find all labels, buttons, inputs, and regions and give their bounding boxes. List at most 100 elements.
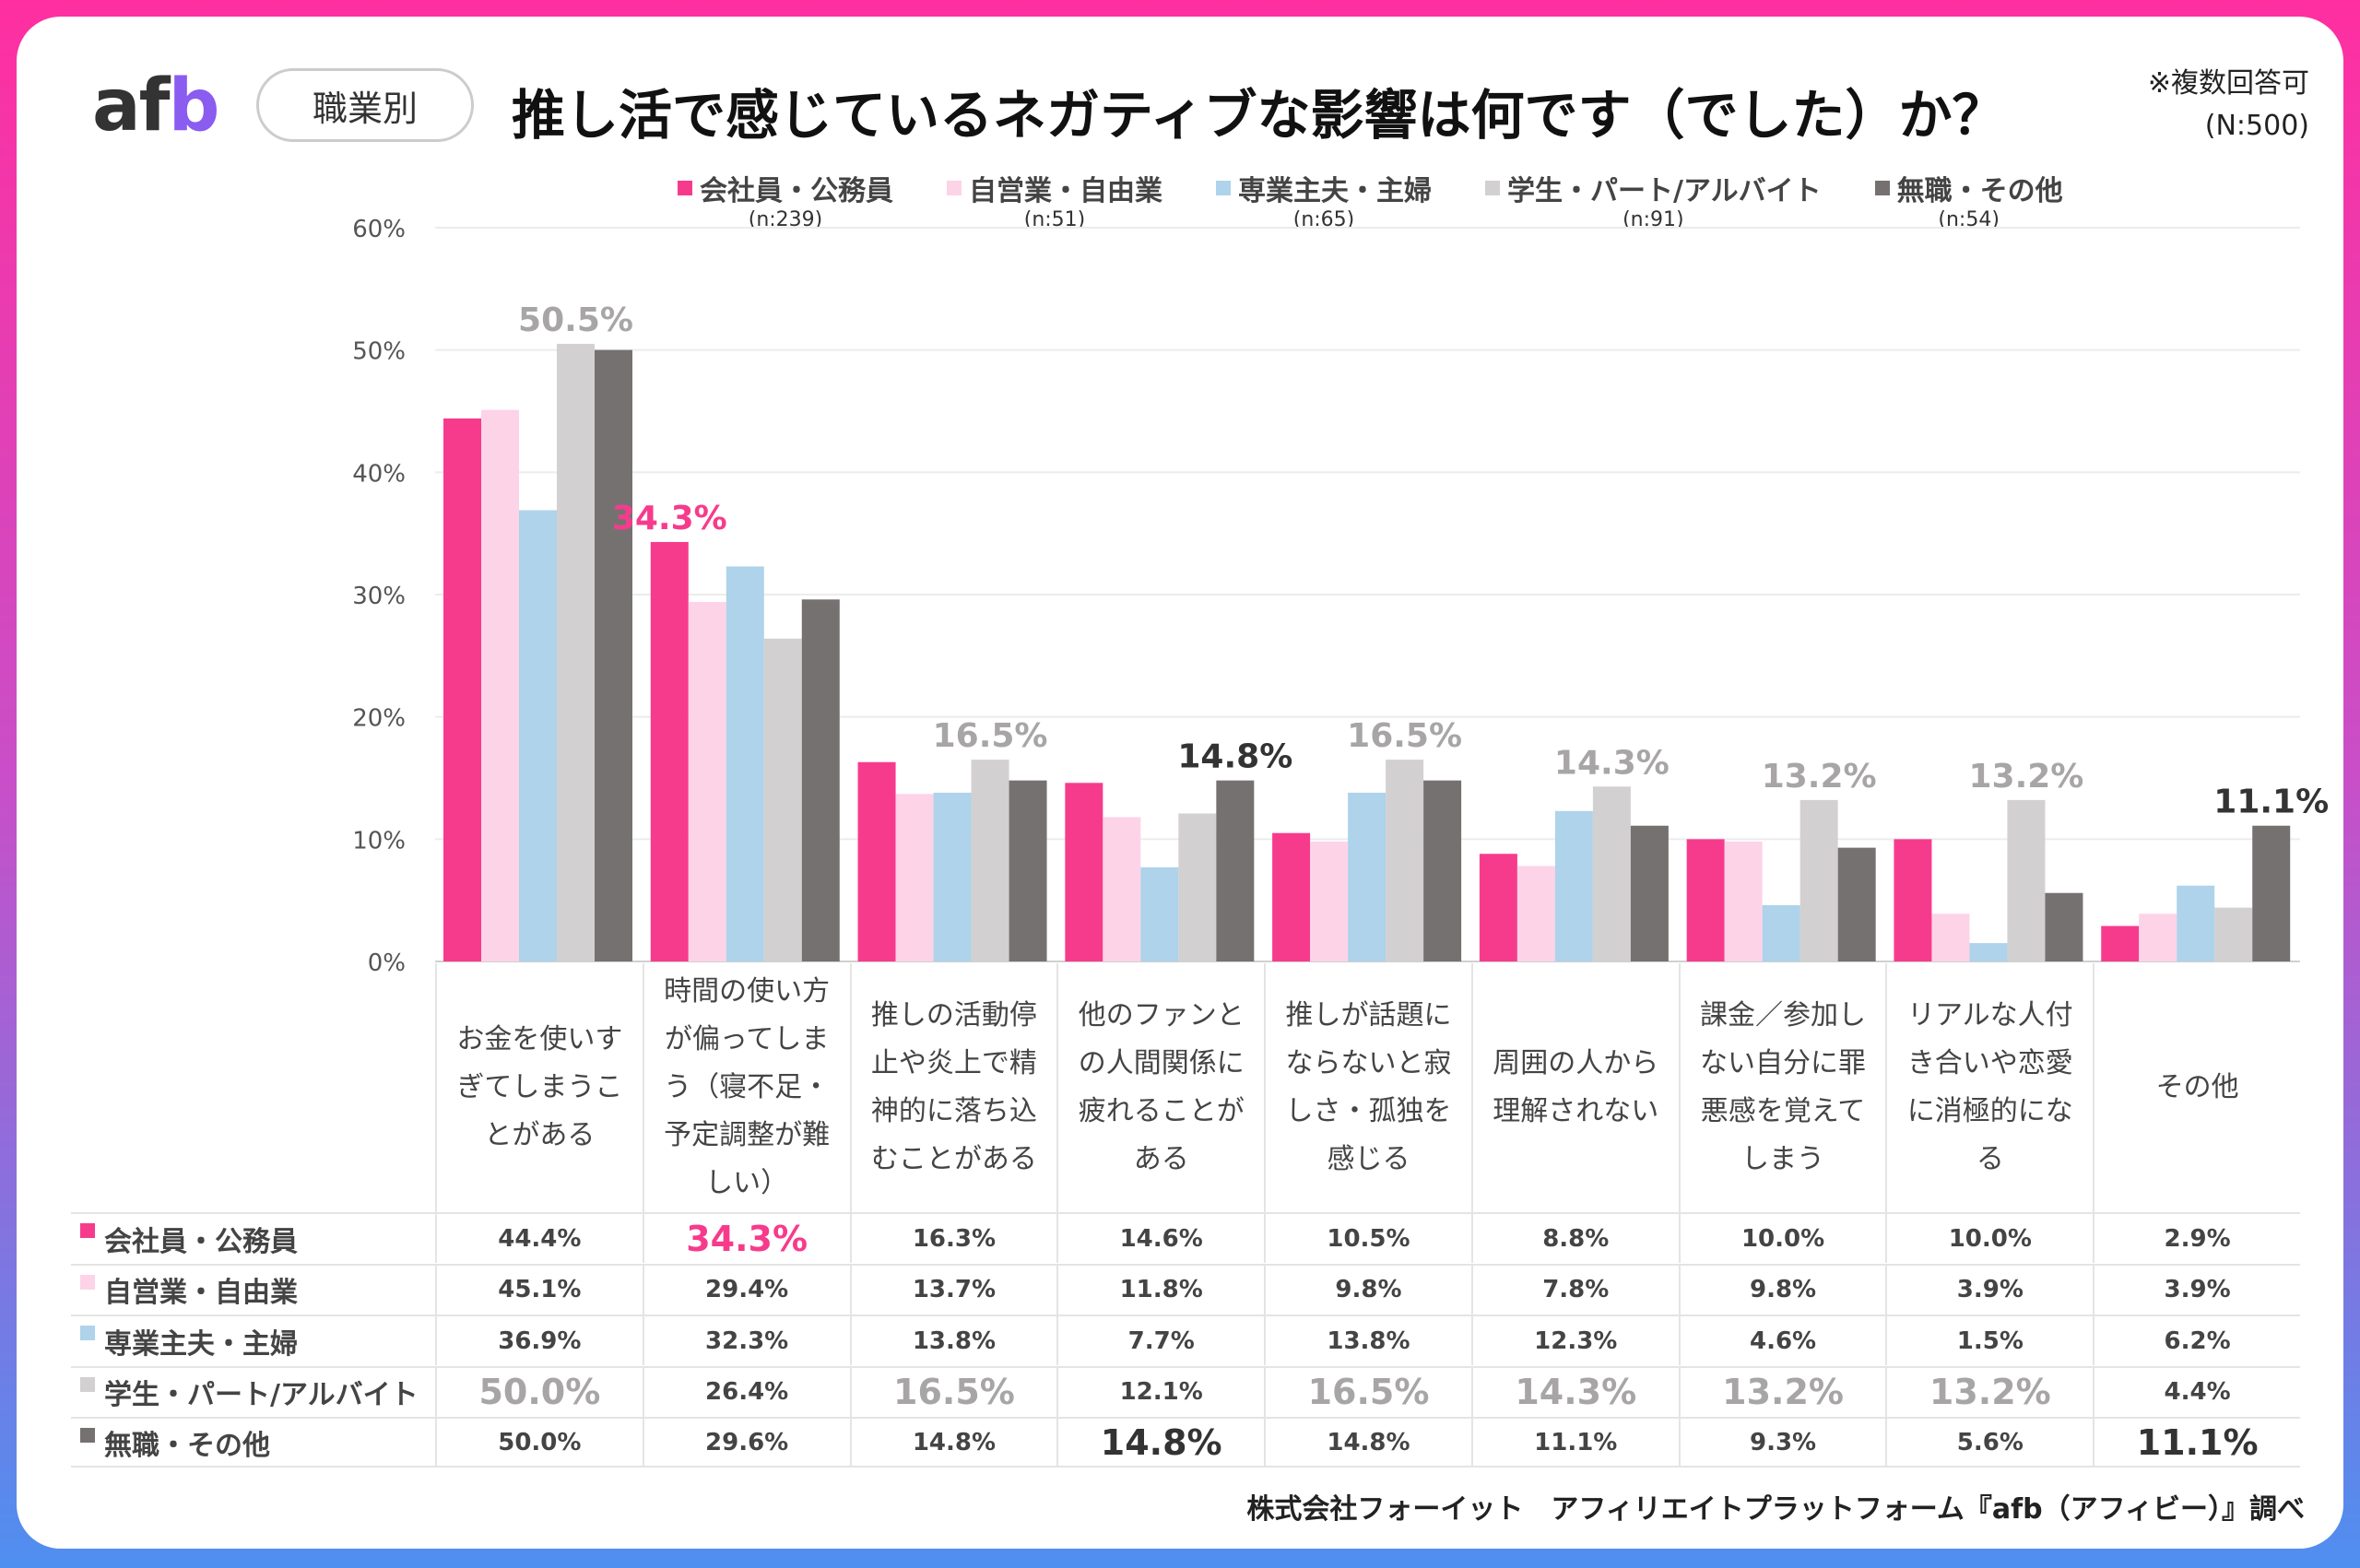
row-swatch bbox=[80, 1326, 95, 1340]
data-label: 34.3% bbox=[612, 500, 727, 537]
table-cell: 12.1% bbox=[1056, 1367, 1264, 1417]
table-cell: 13.2% bbox=[1885, 1367, 2093, 1417]
table-cell: 16.3% bbox=[849, 1214, 1057, 1263]
bar bbox=[1724, 841, 1763, 961]
table-cell: 12.3% bbox=[1470, 1316, 1679, 1365]
data-label: 14.3% bbox=[1554, 744, 1670, 782]
bar bbox=[763, 638, 802, 961]
row-label-text: 無職・その他 bbox=[104, 1429, 270, 1462]
category-label: 推しが話題にならないと寂しさ・孤独を感じる bbox=[1264, 963, 1471, 1212]
bar bbox=[2101, 925, 2140, 961]
row-swatch bbox=[80, 1274, 95, 1290]
y-tick-label: 10% bbox=[352, 827, 406, 855]
bar bbox=[1686, 839, 1725, 961]
table-row: 自営業・自由業 45.1% 29.4% 13.7% 11.8% 9.8% 7.8% 9.8% 3… bbox=[71, 1263, 2300, 1315]
bar bbox=[688, 601, 726, 961]
category-label: 周囲の人から理解されない bbox=[1470, 963, 1679, 1212]
table-cell: 2.9% bbox=[2093, 1214, 2300, 1263]
category-label: 推しの活動停止や炎上で精神的に落ち込むことがある bbox=[849, 963, 1057, 1212]
row-swatch bbox=[80, 1428, 95, 1443]
row-swatch bbox=[80, 1376, 95, 1392]
chart-title: 推し活で感じているネガティブな影響は何です（でした）か？ bbox=[512, 84, 2006, 147]
bar bbox=[2139, 914, 2177, 961]
bar bbox=[1969, 943, 2008, 961]
multi-answer-note: ※複数回答可 bbox=[2147, 67, 2309, 100]
table-cell: 7.7% bbox=[1056, 1316, 1264, 1365]
legend-swatch bbox=[1216, 181, 1231, 195]
y-tick-label: 50% bbox=[352, 338, 406, 366]
table-cell: 29.6% bbox=[642, 1419, 850, 1466]
bar bbox=[1272, 832, 1311, 961]
bar bbox=[1348, 792, 1386, 961]
table-row: 学生・パート/アルバイト 50.0% 26.4% 16.5% 12.1% 16.5% 14.… bbox=[71, 1365, 2300, 1417]
bar bbox=[519, 510, 557, 961]
table-cell: 14.8% bbox=[849, 1419, 1057, 1466]
table-cell: 14.8% bbox=[1056, 1419, 1264, 1466]
bar bbox=[1800, 799, 1838, 961]
table-cell: 13.2% bbox=[1678, 1367, 1886, 1417]
category-label: リアルな人付き合いや恋愛に消極的になる bbox=[1885, 963, 2093, 1212]
bar bbox=[1140, 867, 1179, 961]
bar bbox=[1423, 780, 1462, 961]
bar bbox=[2214, 907, 2253, 961]
table-cell: 34.3% bbox=[642, 1214, 850, 1263]
bar bbox=[595, 349, 632, 962]
bar bbox=[857, 761, 896, 961]
bar bbox=[443, 418, 481, 962]
data-label: 16.5% bbox=[933, 717, 1048, 755]
bar bbox=[971, 760, 1009, 961]
bar bbox=[1103, 817, 1141, 961]
table-cell: 45.1% bbox=[434, 1265, 643, 1315]
bar bbox=[1310, 841, 1349, 961]
bar bbox=[1516, 866, 1555, 961]
source-credit: 株式会社フォーイット アフィリエイトプラットフォーム『afb（アフィビー）』調べ bbox=[1246, 1493, 2305, 1526]
bar bbox=[1894, 839, 1932, 961]
bar bbox=[1479, 854, 1517, 961]
table-cell: 32.3% bbox=[642, 1316, 850, 1365]
bar bbox=[1630, 825, 1669, 961]
data-label: 13.2% bbox=[1968, 758, 2083, 796]
bar bbox=[1837, 847, 1876, 961]
legend-label: 専業主夫・主婦 bbox=[1238, 175, 1432, 207]
table-row: 専業主夫・主婦 36.9% 32.3% 13.8% 7.7% 13.8% 12.3% 4.6%… bbox=[71, 1315, 2300, 1365]
bar bbox=[1592, 786, 1631, 961]
bar bbox=[1554, 810, 1593, 961]
table-cell: 14.8% bbox=[1264, 1419, 1471, 1466]
table-cell: 14.3% bbox=[1470, 1367, 1679, 1417]
table-row: 会社員・公務員 44.4% 34.3% 16.3% 14.6% 10.5% 8.8% 10.0… bbox=[71, 1212, 2300, 1263]
y-tick-label: 0% bbox=[368, 949, 406, 977]
bar bbox=[1216, 780, 1255, 961]
category-label: お金を使いすぎてしまうことがある bbox=[435, 963, 643, 1212]
row-label-text: 専業主夫・主婦 bbox=[104, 1327, 298, 1361]
category-tag: 職業別 bbox=[256, 68, 474, 142]
table-cell: 36.9% bbox=[434, 1316, 643, 1365]
bar bbox=[2252, 825, 2291, 961]
legend-label: 会社員・公務員 bbox=[700, 175, 893, 207]
bar bbox=[481, 409, 519, 961]
table-cell: 16.5% bbox=[1264, 1367, 1471, 1417]
data-label: 50.5% bbox=[518, 301, 633, 339]
table-cell: 4.4% bbox=[2093, 1367, 2300, 1417]
bar bbox=[1386, 760, 1424, 961]
data-label: 14.8% bbox=[1177, 738, 1292, 776]
table-cell: 1.5% bbox=[1885, 1316, 2093, 1365]
row-label: 専業主夫・主婦 bbox=[71, 1316, 435, 1365]
bar bbox=[1931, 914, 1970, 961]
table-cell: 13.7% bbox=[849, 1265, 1057, 1315]
table-cell: 11.1% bbox=[2093, 1419, 2300, 1466]
table-cell: 13.8% bbox=[1264, 1316, 1471, 1365]
bar bbox=[801, 599, 840, 961]
category-label: その他 bbox=[2093, 963, 2300, 1212]
table-cell: 50.0% bbox=[434, 1367, 643, 1417]
bar bbox=[557, 344, 595, 961]
data-label: 13.2% bbox=[1762, 758, 1877, 796]
row-label: 学生・パート/アルバイト bbox=[71, 1368, 435, 1417]
table-cell: 10.0% bbox=[1885, 1214, 2093, 1263]
table-cell: 10.5% bbox=[1264, 1214, 1471, 1263]
legend-swatch bbox=[947, 181, 962, 195]
bar bbox=[1178, 813, 1217, 961]
data-label: 16.5% bbox=[1347, 717, 1462, 755]
y-tick-label: 60% bbox=[352, 216, 406, 243]
category-label: 時間の使い方が偏ってしまう（寝不足・予定調整が難しい） bbox=[642, 963, 850, 1212]
